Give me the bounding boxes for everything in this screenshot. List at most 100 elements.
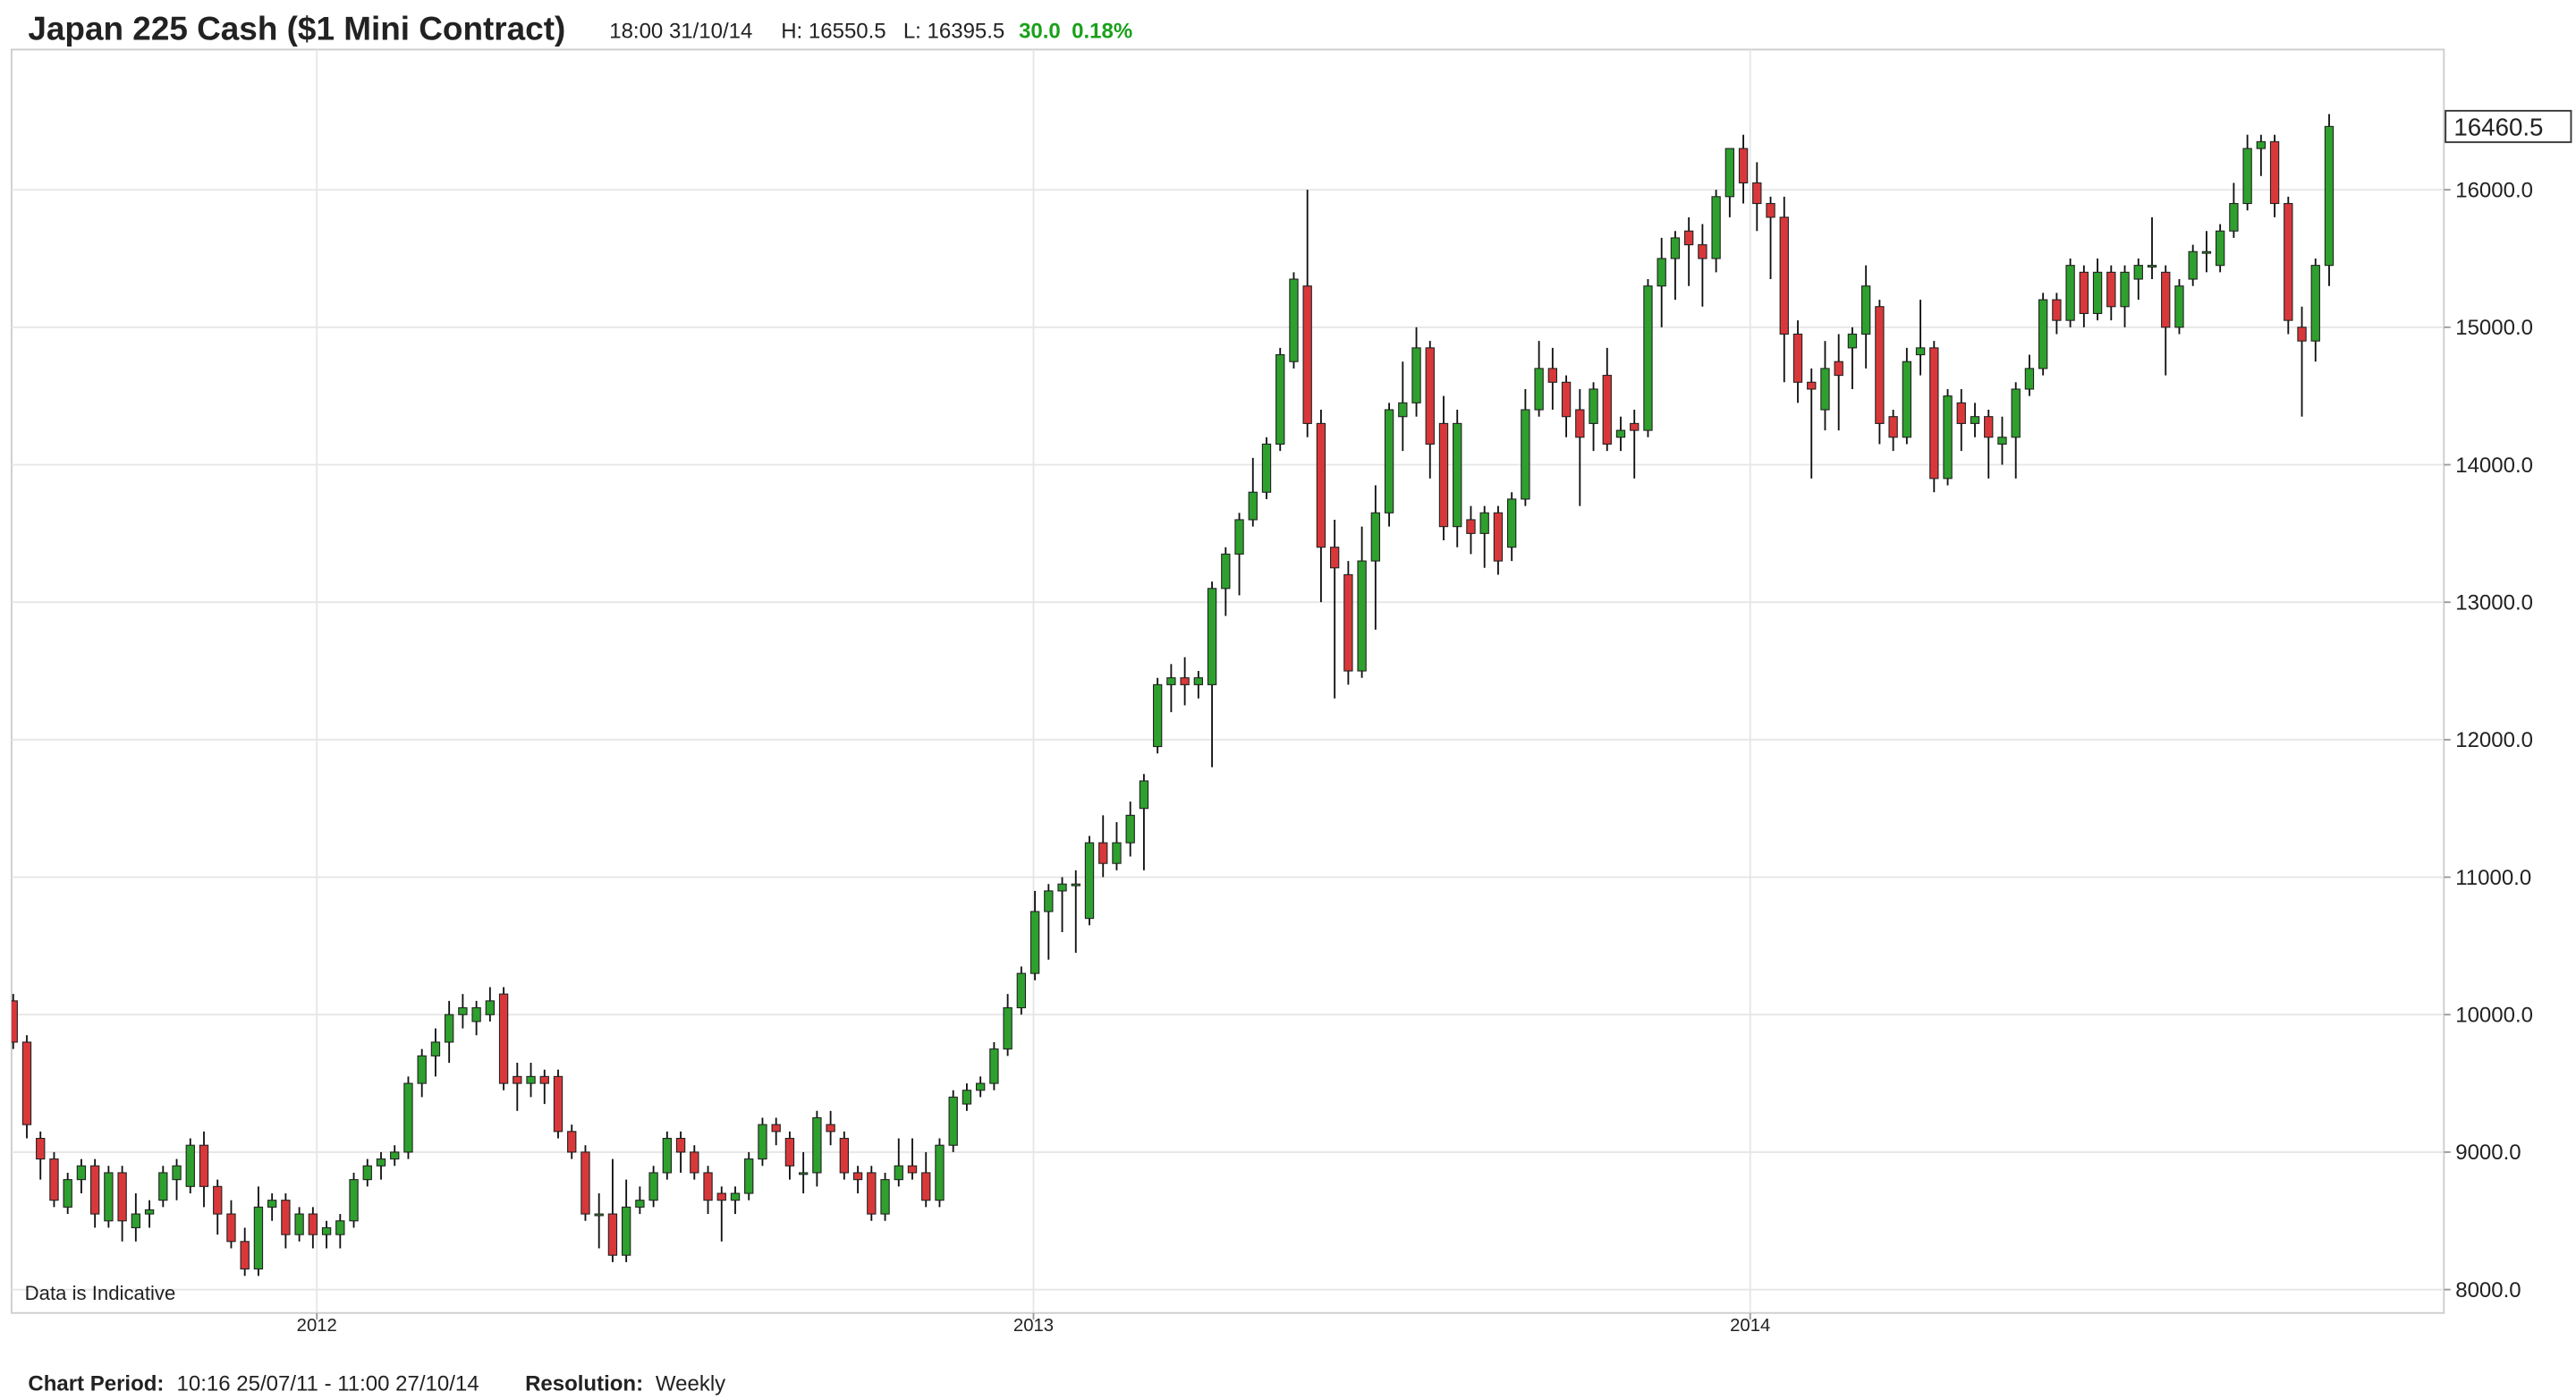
candle-body bbox=[2038, 299, 2048, 369]
candle-body bbox=[771, 1124, 781, 1133]
quote-time: 18:00 31/10/14 bbox=[609, 19, 752, 43]
candle-body bbox=[539, 1075, 549, 1084]
candle-body bbox=[1248, 491, 1258, 521]
candle-body bbox=[11, 1000, 18, 1043]
footer-period-label: Chart Period: bbox=[28, 1371, 164, 1396]
y-tick-label: 8000.0 bbox=[2455, 1278, 2521, 1302]
candle-body bbox=[935, 1144, 945, 1201]
candle-body bbox=[648, 1172, 658, 1201]
candle-body bbox=[1875, 306, 1885, 424]
candle-body bbox=[1084, 842, 1095, 920]
candle-body bbox=[1152, 683, 1163, 748]
candle-body bbox=[1453, 422, 1462, 528]
candle-body bbox=[2215, 230, 2225, 267]
y-tick-label: 9000.0 bbox=[2455, 1141, 2521, 1165]
candle-body bbox=[335, 1220, 345, 1235]
candle-body bbox=[1575, 409, 1585, 438]
candle-body bbox=[2133, 265, 2143, 280]
candle-body bbox=[1547, 368, 1558, 383]
candle-body bbox=[1970, 416, 1980, 424]
candle-body bbox=[1506, 498, 1517, 548]
quote-change: 30.0 bbox=[1019, 19, 1061, 43]
candle-body bbox=[1466, 519, 1476, 534]
candle-body bbox=[63, 1179, 72, 1208]
chart-title: Japan 225 Cash ($1 Mini Contract) bbox=[28, 10, 565, 47]
candle-body bbox=[784, 1137, 795, 1167]
candle-body bbox=[294, 1213, 304, 1235]
candle-body bbox=[226, 1213, 236, 1243]
candle-body bbox=[1207, 588, 1217, 685]
candle-body bbox=[213, 1185, 223, 1215]
candle-body bbox=[1112, 842, 1122, 864]
candle-body bbox=[199, 1144, 209, 1187]
candle-body bbox=[349, 1179, 359, 1222]
plot-frame bbox=[11, 48, 2445, 1314]
candle-body bbox=[1915, 347, 1926, 356]
candle-body bbox=[253, 1206, 264, 1270]
candle-body bbox=[975, 1082, 986, 1091]
y-tick-label: 11000.0 bbox=[2455, 866, 2531, 890]
candle-body bbox=[2188, 250, 2198, 280]
candle-body bbox=[1643, 285, 1653, 431]
candle-body bbox=[1724, 148, 1735, 198]
footer-period: 10:16 25/07/11 - 11:00 27/10/14 bbox=[177, 1371, 479, 1396]
x-tick-label: 2012 bbox=[297, 1316, 337, 1336]
candle-body bbox=[880, 1179, 890, 1215]
candle-body bbox=[1929, 347, 1939, 479]
candle-body bbox=[444, 1014, 454, 1043]
candle-body bbox=[1602, 375, 1612, 445]
candle-body bbox=[1711, 196, 1721, 259]
footer-resolution: Weekly bbox=[656, 1371, 725, 1396]
candle-body bbox=[1493, 512, 1504, 562]
candle-body bbox=[321, 1226, 332, 1235]
candle-body bbox=[2174, 285, 2184, 328]
candle-body bbox=[1003, 1006, 1013, 1050]
candle-body bbox=[2024, 368, 2035, 390]
candle-body bbox=[430, 1041, 441, 1056]
candle-body bbox=[1997, 437, 2007, 445]
candle-body bbox=[2065, 265, 2075, 321]
last-price-label: 16460.5 bbox=[2453, 114, 2543, 141]
candle-body bbox=[730, 1192, 741, 1201]
candle-body bbox=[49, 1158, 59, 1201]
candle-body bbox=[308, 1213, 318, 1235]
candles bbox=[11, 114, 2334, 1277]
candle-body bbox=[744, 1158, 754, 1194]
candle-body bbox=[2256, 140, 2267, 149]
candle-body bbox=[594, 1213, 604, 1217]
candle-body bbox=[185, 1144, 195, 1187]
candle-body bbox=[921, 1172, 931, 1201]
candle-body bbox=[513, 1075, 522, 1084]
candle-body bbox=[89, 1165, 100, 1215]
y-tick-label: 14000.0 bbox=[2455, 454, 2533, 478]
candle-body bbox=[267, 1200, 277, 1208]
candle-body bbox=[553, 1075, 564, 1133]
candle-body bbox=[1221, 553, 1231, 590]
candle-body bbox=[852, 1172, 863, 1181]
candle-body bbox=[690, 1151, 699, 1174]
candle-body bbox=[1166, 677, 1176, 685]
candle-body bbox=[607, 1213, 618, 1256]
candle-body bbox=[1534, 368, 1544, 411]
candle-body bbox=[2324, 125, 2334, 267]
candle-body bbox=[1847, 333, 1858, 349]
candle-body bbox=[1098, 842, 1108, 864]
candle-body bbox=[1615, 429, 1626, 438]
candle-body bbox=[1289, 278, 1299, 362]
candle-body bbox=[1807, 381, 1817, 390]
candle-body bbox=[36, 1137, 46, 1160]
candle-body bbox=[131, 1213, 141, 1228]
last-price-box bbox=[2445, 109, 2572, 143]
candle-body bbox=[1902, 361, 1912, 438]
candle-body bbox=[281, 1200, 291, 1235]
candle-body bbox=[2297, 327, 2307, 342]
candle-body bbox=[1343, 573, 1353, 672]
candle-body bbox=[948, 1096, 958, 1146]
candle-body bbox=[1589, 388, 1598, 424]
candle-body bbox=[1820, 368, 1830, 411]
candle-body bbox=[1384, 409, 1394, 513]
candle-body bbox=[907, 1165, 918, 1174]
candle-body bbox=[1834, 361, 1843, 377]
candle-body bbox=[1139, 780, 1149, 810]
